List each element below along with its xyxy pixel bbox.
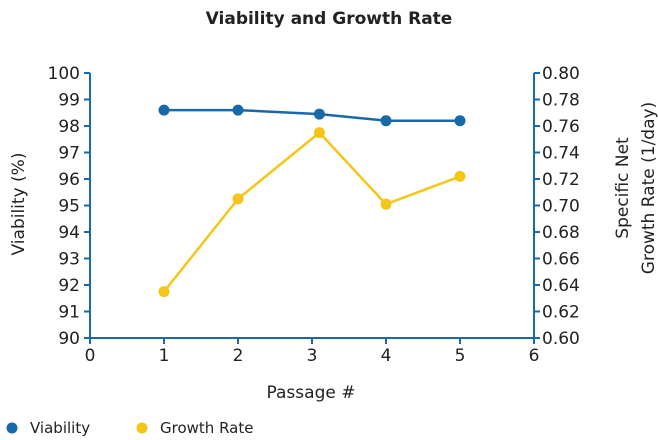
x-tick-label: 3 bbox=[307, 346, 318, 366]
y-left-tick-label: 95 bbox=[58, 197, 80, 217]
y-right-tick-label: 0.60 bbox=[542, 329, 580, 349]
x-tick-label: 4 bbox=[381, 346, 392, 366]
y-left-tick-label: 100 bbox=[48, 64, 80, 84]
axes: 0 1 2 3 4 5 6 90 91 92 93 94 95 96 97 98 99 100 0.60 0.62 0.… bbox=[48, 64, 580, 366]
x-tick-label: 0 bbox=[85, 346, 96, 366]
y-right-tick-label: 0.76 bbox=[542, 117, 580, 137]
legend: Viability Growth Rate bbox=[6, 419, 253, 437]
chart-title: Viability and Growth Rate bbox=[206, 9, 453, 29]
y-right-tick-label: 0.64 bbox=[542, 276, 580, 296]
series-layer bbox=[158, 104, 466, 298]
y-axis-right-label-line2: Growth Rate (1/day) bbox=[639, 102, 658, 274]
series-point-0 bbox=[158, 104, 170, 116]
series-point-0 bbox=[454, 115, 466, 127]
y-right-tick-label: 0.66 bbox=[542, 250, 580, 270]
y-left-tick-label: 94 bbox=[58, 223, 80, 243]
y-left-tick-label: 90 bbox=[58, 329, 80, 349]
y-right-tick-label: 0.80 bbox=[542, 64, 580, 84]
y-right-tick-label: 0.74 bbox=[542, 144, 580, 164]
y-right-tick-label: 0.70 bbox=[542, 197, 580, 217]
legend-marker-1 bbox=[136, 422, 148, 434]
y-left-tick-label: 96 bbox=[58, 170, 80, 190]
legend-marker-0 bbox=[6, 422, 18, 434]
y-left-tick-label: 91 bbox=[58, 303, 80, 323]
series-point-0 bbox=[313, 108, 325, 120]
series-point-1 bbox=[232, 193, 244, 205]
y-right-tick-label: 0.62 bbox=[542, 303, 580, 323]
series-point-0 bbox=[380, 115, 392, 127]
x-tick-label: 5 bbox=[455, 346, 466, 366]
legend-label-0: Viability bbox=[30, 419, 90, 437]
series-point-1 bbox=[380, 198, 392, 210]
y-left-tick-label: 99 bbox=[58, 91, 80, 111]
series-line-1 bbox=[163, 131, 461, 293]
y-left-tick-label: 97 bbox=[58, 144, 80, 164]
x-tick-label: 2 bbox=[233, 346, 244, 366]
x-axis-label: Passage # bbox=[267, 383, 356, 403]
series-point-0 bbox=[232, 104, 244, 116]
y-right-tick-label: 0.72 bbox=[542, 170, 580, 190]
y-axis-right-label-line1: Specific Net bbox=[613, 137, 633, 239]
y-left-tick-label: 98 bbox=[58, 117, 80, 137]
series-point-1 bbox=[454, 170, 466, 182]
y-right-tick-label: 0.78 bbox=[542, 91, 580, 111]
legend-label-1: Growth Rate bbox=[160, 419, 253, 437]
y-left-tick-label: 92 bbox=[58, 276, 80, 296]
series-point-1 bbox=[158, 286, 170, 298]
y-right-tick-label: 0.68 bbox=[542, 223, 580, 243]
x-tick-label: 1 bbox=[159, 346, 170, 366]
y-left-tick-label: 93 bbox=[58, 250, 80, 270]
x-tick-label: 6 bbox=[529, 346, 540, 366]
series-point-1 bbox=[313, 127, 325, 139]
y-axis-left-label: Viability (%) bbox=[9, 153, 29, 256]
series-line-0 bbox=[164, 108, 460, 122]
